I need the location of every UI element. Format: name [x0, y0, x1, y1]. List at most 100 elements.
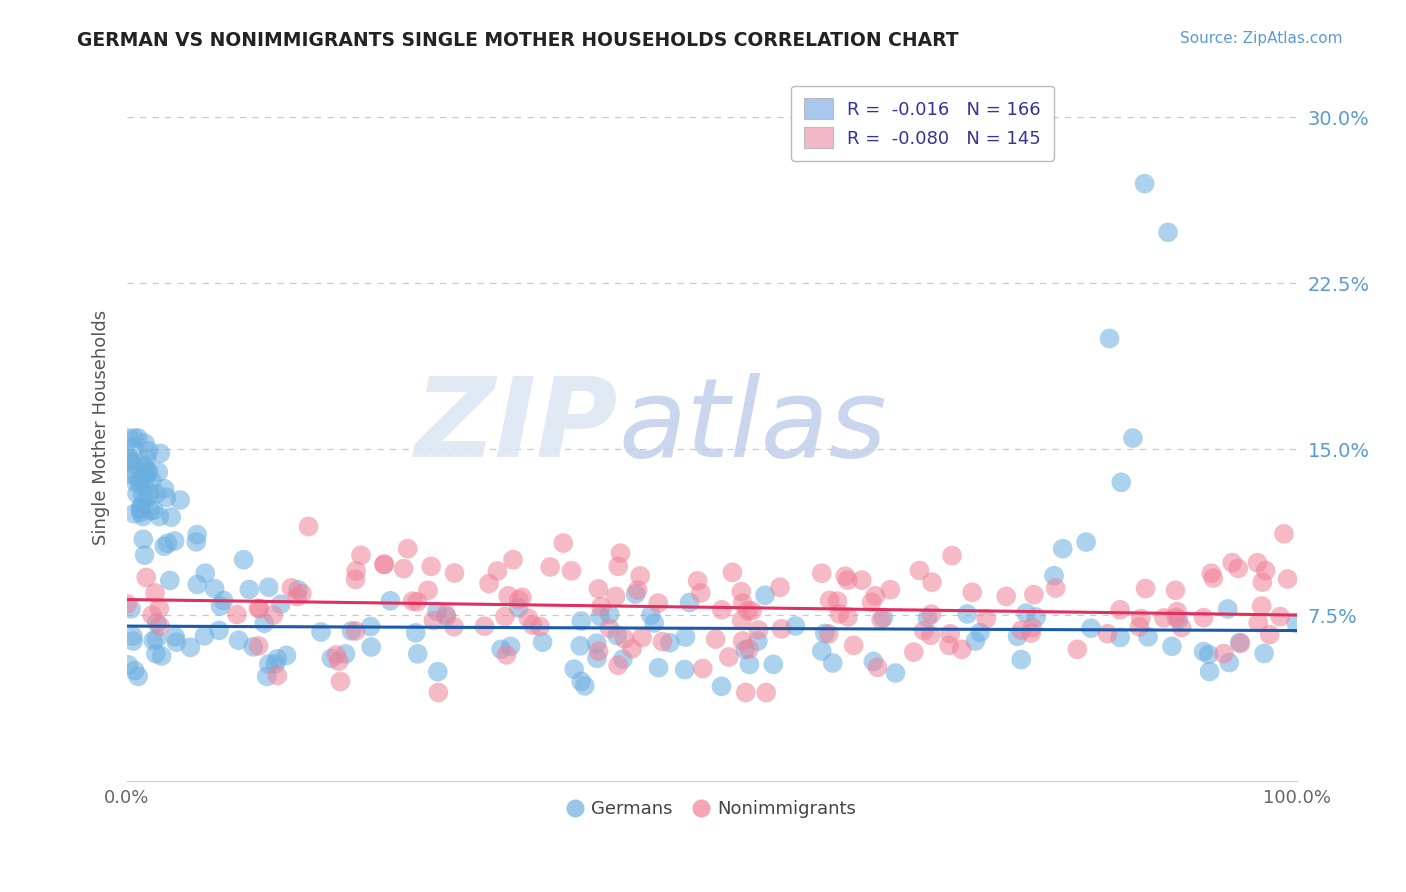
Point [122, 441, 145, 455]
Point [731, 633, 754, 648]
Point [903, 645, 925, 659]
Point [1109, 631, 1132, 645]
Point [673, 663, 696, 677]
Point [606, 628, 628, 642]
Point [165, 635, 187, 649]
Point [553, 536, 575, 550]
Point [249, 601, 271, 615]
Point [135, 472, 157, 486]
Point [1216, 602, 1239, 616]
Point [257, 657, 280, 671]
Point [1022, 588, 1045, 602]
Point [754, 588, 776, 602]
Point [651, 634, 673, 648]
Point [142, 503, 165, 517]
Text: Source: ZipAtlas.com: Source: ZipAtlas.com [1180, 31, 1343, 46]
Point [118, 431, 141, 445]
Point [194, 566, 217, 580]
Point [309, 625, 332, 640]
Point [350, 549, 373, 563]
Point [731, 613, 754, 627]
Point [156, 536, 179, 550]
Point [186, 527, 208, 541]
Point [1109, 475, 1132, 490]
Point [605, 590, 627, 604]
Point [609, 546, 631, 560]
Point [422, 614, 444, 628]
Point [613, 632, 636, 646]
Point [569, 674, 592, 689]
Point [160, 510, 183, 524]
Point [204, 582, 226, 596]
Point [193, 629, 215, 643]
Point [285, 590, 308, 604]
Point [585, 636, 607, 650]
Point [402, 594, 425, 608]
Point [730, 584, 752, 599]
Point [870, 612, 893, 626]
Point [938, 638, 960, 652]
Point [675, 630, 697, 644]
Point [738, 657, 761, 672]
Point [920, 628, 942, 642]
Point [149, 619, 172, 633]
Point [138, 465, 160, 479]
Point [1097, 626, 1119, 640]
Point [406, 595, 429, 609]
Point [131, 487, 153, 501]
Point [810, 644, 832, 658]
Point [145, 487, 167, 501]
Point [209, 599, 232, 613]
Point [1161, 640, 1184, 654]
Point [738, 641, 761, 656]
Point [517, 611, 540, 625]
Point [426, 665, 449, 679]
Point [574, 679, 596, 693]
Point [134, 436, 156, 450]
Point [1153, 611, 1175, 625]
Point [153, 539, 176, 553]
Point [434, 607, 457, 622]
Point [266, 652, 288, 666]
Point [238, 582, 260, 597]
Point [329, 674, 352, 689]
Point [508, 593, 530, 607]
Point [950, 642, 973, 657]
Point [264, 657, 287, 671]
Point [1010, 652, 1032, 666]
Point [179, 640, 201, 655]
Point [139, 503, 162, 517]
Point [599, 607, 621, 622]
Point [121, 457, 143, 471]
Point [678, 595, 700, 609]
Point [499, 640, 522, 654]
Y-axis label: Single Mother Households: Single Mother Households [93, 310, 110, 544]
Point [1220, 556, 1243, 570]
Point [721, 566, 744, 580]
Point [508, 601, 530, 615]
Point [134, 468, 156, 483]
Point [118, 451, 141, 466]
Point [134, 548, 156, 562]
Point [589, 599, 612, 614]
Point [132, 509, 155, 524]
Point [328, 654, 350, 668]
Point [785, 619, 807, 633]
Point [814, 626, 837, 640]
Point [1192, 610, 1215, 624]
Point [1254, 564, 1277, 578]
Point [257, 580, 280, 594]
Point [1129, 611, 1152, 625]
Point [344, 564, 367, 578]
Point [297, 519, 319, 533]
Point [862, 655, 884, 669]
Point [1227, 561, 1250, 575]
Point [658, 635, 681, 649]
Point [956, 607, 979, 621]
Point [912, 624, 935, 638]
Point [143, 586, 166, 600]
Point [1133, 177, 1156, 191]
Point [141, 474, 163, 488]
Point [731, 596, 754, 610]
Point [145, 632, 167, 646]
